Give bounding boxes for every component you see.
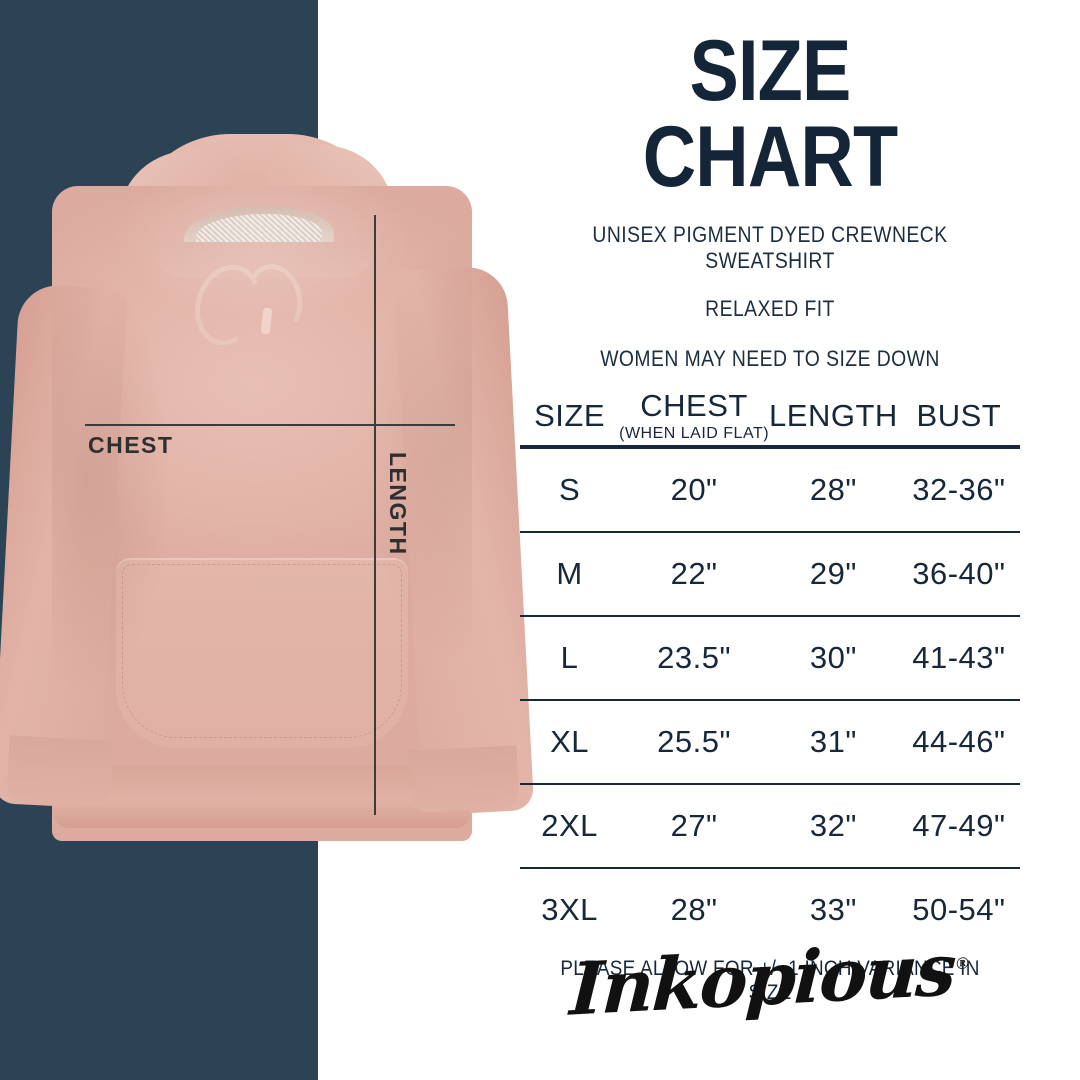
- subtitle-product: UNISEX PIGMENT DYED CREWNECK SWEATSHIRT: [592, 222, 948, 273]
- brand-name: Inkopious: [567, 925, 957, 1032]
- cell-length: 31": [809, 724, 857, 759]
- variance-footnote: PLEASE ALLOW FOR +/- 1 INCH VARIANCE IN …: [560, 957, 980, 1004]
- brand-logo: Inkopious®: [520, 918, 1020, 1038]
- column-header-length-label: LENGTH: [769, 397, 898, 433]
- cell-size: M: [556, 556, 583, 591]
- collar-band: [150, 242, 378, 278]
- page-title: SIZE CHART: [642, 23, 898, 205]
- cell-length: 29": [809, 556, 857, 591]
- table-row: S 20" 28" 32-36": [520, 447, 1020, 532]
- column-header-bust: BUST: [898, 388, 1020, 447]
- cell-size: 3XL: [541, 892, 598, 927]
- cell-bust: 41-43": [912, 640, 1006, 675]
- table-row: 2XL 27" 32" 47-49": [520, 784, 1020, 868]
- header-row: SIZE CHEST (WHEN LAID FLAT) LENGTH BUST: [520, 388, 1020, 447]
- cell-chest: 20": [670, 472, 718, 507]
- kangaroo-pocket: [116, 558, 408, 748]
- cell-length: 30": [809, 640, 857, 675]
- table-header: SIZE CHEST (WHEN LAID FLAT) LENGTH BUST: [520, 388, 1020, 447]
- column-header-chest-label: CHEST: [640, 388, 748, 423]
- product-photo: [0, 118, 535, 878]
- cell-chest: 22": [670, 556, 718, 591]
- column-header-bust-label: BUST: [916, 397, 1002, 433]
- sweatshirt-illustration: [0, 118, 535, 878]
- subtitle-fit: RELAXED FIT: [705, 296, 835, 321]
- cell-chest: 28": [670, 892, 718, 927]
- table-row: 3XL 28" 33" 50-54": [520, 868, 1020, 951]
- chest-measurement-line: [85, 424, 455, 426]
- cell-size: L: [560, 640, 579, 675]
- cell-length: 33": [809, 892, 857, 927]
- cell-size: XL: [550, 724, 590, 759]
- registered-trademark-icon: ®: [953, 952, 971, 973]
- length-label: LENGTH: [385, 452, 411, 556]
- cell-length: 28": [809, 472, 857, 507]
- chest-label: CHEST: [88, 432, 174, 458]
- column-header-size-label: SIZE: [534, 397, 605, 433]
- cell-bust: 44-46": [912, 724, 1006, 759]
- cell-size: 2XL: [541, 808, 598, 843]
- column-header-length: LENGTH: [769, 388, 898, 447]
- cuff-right: [408, 745, 520, 813]
- cell-chest: 25.5": [657, 724, 731, 759]
- cell-bust: 32-36": [912, 472, 1006, 507]
- cell-chest: 23.5": [657, 640, 731, 675]
- table-row: L 23.5" 30" 41-43": [520, 616, 1020, 700]
- table-row: M 22" 29" 36-40": [520, 532, 1020, 616]
- subtitle-sizing-advice: WOMEN MAY NEED TO SIZE DOWN: [600, 346, 940, 371]
- cell-length: 32": [809, 808, 857, 843]
- cell-bust: 50-54": [912, 892, 1006, 927]
- size-table: SIZE CHEST (WHEN LAID FLAT) LENGTH BUST: [520, 388, 1020, 951]
- cuff-left: [6, 735, 114, 807]
- chart-content: SIZE CHART UNISEX PIGMENT DYED CREWNECK …: [520, 0, 1020, 1080]
- cell-size: S: [558, 472, 581, 507]
- column-header-chest: CHEST (WHEN LAID FLAT): [619, 388, 769, 447]
- table-body: S 20" 28" 32-36" M 22" 29" 36-40" L 23.5…: [520, 447, 1020, 951]
- table-row: XL 25.5" 31" 44-46": [520, 700, 1020, 784]
- column-header-chest-note: (WHEN LAID FLAT): [619, 425, 770, 442]
- brand-logo-text: Inkopious®: [568, 925, 972, 1031]
- column-header-size: SIZE: [520, 388, 619, 447]
- cell-bust: 36-40": [912, 556, 1006, 591]
- cell-chest: 27": [670, 808, 718, 843]
- length-measurement-line: [374, 215, 376, 815]
- hem-band: [54, 766, 470, 828]
- cell-bust: 47-49": [912, 808, 1006, 843]
